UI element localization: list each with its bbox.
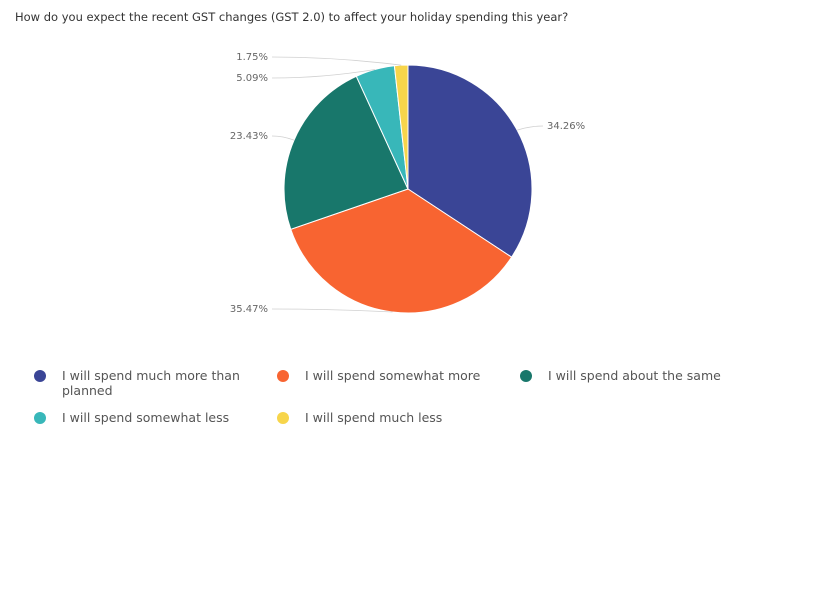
leader-line <box>271 308 393 313</box>
label-leader-lines <box>271 56 544 313</box>
legend-marker <box>520 370 532 382</box>
legend-marker <box>277 412 289 424</box>
data-label: 35.47% <box>230 304 268 315</box>
legend-label: I will spend much more than planned <box>62 368 240 398</box>
leader-line <box>271 69 376 79</box>
data-label: 1.75% <box>236 52 268 63</box>
data-label: 34.26% <box>547 121 585 132</box>
pie-slice[interactable] <box>290 188 513 314</box>
leader-line <box>271 56 402 66</box>
legend-item-spend-about-same[interactable]: I will spend about the same <box>520 368 780 398</box>
legend-item-spend-much-less[interactable]: I will spend much less <box>277 410 520 425</box>
data-label: 5.09% <box>236 73 268 84</box>
legend-label: I will spend somewhat more <box>305 368 481 383</box>
chart-title: How do you expect the recent GST changes… <box>15 10 569 24</box>
legend-label: I will spend about the same <box>548 368 721 383</box>
legend-item-spend-somewhat-more[interactable]: I will spend somewhat more <box>277 368 520 398</box>
legend-item-spend-much-more[interactable]: I will spend much more than planned <box>34 368 277 398</box>
legend-marker <box>34 370 46 382</box>
pie-slices <box>283 64 533 314</box>
legend-label: I will spend somewhat less <box>62 410 230 425</box>
leader-line <box>271 135 295 141</box>
legend: I will spend much more than planned I wi… <box>34 368 794 425</box>
data-labels: 34.26% 35.47% 23.43% 5.09% 1.75% <box>230 52 585 315</box>
data-label: 23.43% <box>230 131 268 142</box>
pie-slice[interactable] <box>283 75 409 230</box>
leader-line <box>517 125 544 131</box>
legend-marker <box>34 412 46 424</box>
pie-chart: 34.26% 35.47% 23.43% 5.09% 1.75% <box>230 52 585 315</box>
legend-label: I will spend much less <box>305 410 443 425</box>
legend-marker <box>277 370 289 382</box>
legend-item-spend-somewhat-less[interactable]: I will spend somewhat less <box>34 410 277 425</box>
